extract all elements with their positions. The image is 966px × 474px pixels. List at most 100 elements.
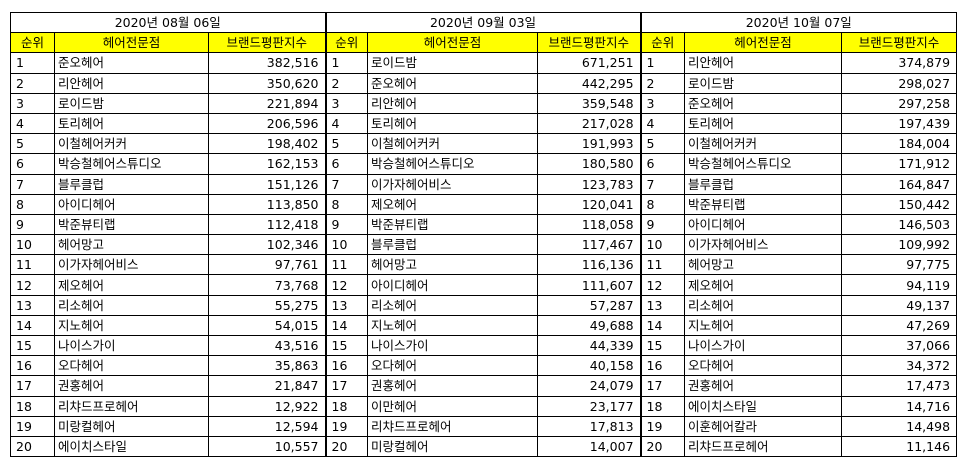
rank-cell: 11 xyxy=(10,254,55,276)
index-value-cell: 109,992 xyxy=(841,234,958,256)
table-row: 13 리소헤어 55,275 13 리소헤어 57,287 13 리소헤어 49,137 xyxy=(10,294,958,316)
shop-name-cell: 박준뷰티랩 xyxy=(54,213,209,236)
index-value-cell: 198,402 xyxy=(208,133,326,155)
index-value-cell: 113,850 xyxy=(208,193,326,215)
rank-cell: 19 xyxy=(324,415,368,437)
rank-cell: 4 xyxy=(10,112,55,135)
rank-cell: 18 xyxy=(324,395,368,417)
shop-name-cell: 리챠드프로헤어 xyxy=(54,395,209,417)
rank-header: 순위 xyxy=(324,32,368,54)
shop-name-cell: 블루클럽 xyxy=(684,173,843,195)
ranking-table: 2020년 08월 06일 2020년 09월 03일 2020년 10월 07… xyxy=(10,11,958,458)
rank-cell: 1 xyxy=(10,52,55,74)
shop-name-cell: 지노헤어 xyxy=(684,314,843,337)
index-value-cell: 359,548 xyxy=(536,92,642,114)
rank-cell: 20 xyxy=(639,435,686,458)
rank-cell: 7 xyxy=(324,173,368,195)
index-value-cell: 221,894 xyxy=(208,92,326,114)
shop-name-cell: 이훈헤어칼라 xyxy=(684,415,843,437)
rank-cell: 3 xyxy=(639,92,686,114)
rank-cell: 19 xyxy=(639,415,686,437)
rank-cell: 18 xyxy=(10,395,55,417)
shop-name-cell: 리챠드프로헤어 xyxy=(367,415,538,437)
shop-name-cell: 나이스가이 xyxy=(367,334,538,357)
rank-cell: 9 xyxy=(10,213,55,236)
rank-cell: 20 xyxy=(324,435,368,458)
shop-header: 헤어전문점 xyxy=(367,32,538,54)
table-row: 11 이가자헤어비스 97,761 11 헤어망고 116,136 11 헤어망고 97,775 xyxy=(10,254,958,276)
index-value-cell: 350,620 xyxy=(208,72,326,94)
rank-cell: 14 xyxy=(10,314,55,337)
date-row: 2020년 08월 06일 2020년 09월 03일 2020년 10월 07… xyxy=(10,11,958,34)
index-value-cell: 102,346 xyxy=(208,234,326,256)
shop-header: 헤어전문점 xyxy=(54,32,209,54)
shop-name-cell: 블루클럽 xyxy=(367,234,538,256)
index-value-cell: 17,813 xyxy=(536,415,642,437)
rank-cell: 1 xyxy=(639,52,686,74)
shop-name-cell: 헤어망고 xyxy=(684,254,843,276)
shop-name-cell: 제오헤어 xyxy=(684,274,843,296)
shop-name-cell: 지노헤어 xyxy=(367,314,538,337)
shop-name-cell: 이철헤어커커 xyxy=(684,133,843,155)
shop-name-cell: 박준뷰티랩 xyxy=(367,213,538,236)
shop-name-cell: 권홍헤어 xyxy=(367,375,538,397)
shop-name-cell: 블루클럽 xyxy=(54,173,209,195)
index-value-cell: 10,557 xyxy=(208,435,326,458)
index-value-cell: 442,295 xyxy=(536,72,642,94)
index-value-cell: 12,594 xyxy=(208,415,326,437)
table-row: 3 로이드밤 221,894 3 리안헤어 359,548 3 준오헤어 297,258 xyxy=(10,92,958,114)
rank-cell: 6 xyxy=(324,153,368,175)
rank-cell: 8 xyxy=(639,193,686,215)
table-row: 4 토리헤어 206,596 4 토리헤어 217,028 4 토리헤어 197,439 xyxy=(10,112,958,135)
index-value-cell: 146,503 xyxy=(841,213,958,236)
rank-cell: 2 xyxy=(639,72,686,94)
shop-name-cell: 박승철헤어스튜디오 xyxy=(367,153,538,175)
rank-header: 순위 xyxy=(639,32,686,54)
shop-name-cell: 지노헤어 xyxy=(54,314,209,337)
index-value-cell: 382,516 xyxy=(208,52,326,74)
rank-cell: 16 xyxy=(324,355,368,377)
index-value-cell: 123,783 xyxy=(536,173,642,195)
index-value-cell: 43,516 xyxy=(208,334,326,357)
period-date: 2020년 08월 06일 xyxy=(10,11,326,34)
rank-cell: 6 xyxy=(639,153,686,175)
table-row: 5 이철헤어커커 198,402 5 이철헤어커커 191,993 5 이철헤어커커 184,0… xyxy=(10,133,958,155)
index-value-cell: 37,066 xyxy=(841,334,958,357)
index-header: 브랜드평판지수 xyxy=(208,32,326,54)
table-row: 14 지노헤어 54,015 14 지노헤어 49,688 14 지노헤어 47,269 xyxy=(10,314,958,337)
index-value-cell: 151,126 xyxy=(208,173,326,195)
shop-name-cell: 오다헤어 xyxy=(684,355,843,377)
index-value-cell: 21,847 xyxy=(208,375,326,397)
rank-cell: 10 xyxy=(639,234,686,256)
index-header: 브랜드평판지수 xyxy=(536,32,642,54)
index-value-cell: 97,761 xyxy=(208,254,326,276)
index-value-cell: 374,879 xyxy=(841,52,958,74)
rank-cell: 17 xyxy=(324,375,368,397)
shop-name-cell: 로이드밤 xyxy=(684,72,843,94)
shop-header: 헤어전문점 xyxy=(684,32,843,54)
rank-cell: 1 xyxy=(324,52,368,74)
shop-name-cell: 박승철헤어스튜디오 xyxy=(54,153,209,175)
rank-cell: 18 xyxy=(639,395,686,417)
rank-cell: 6 xyxy=(10,153,55,175)
rank-header: 순위 xyxy=(10,32,55,54)
rank-cell: 10 xyxy=(324,234,368,256)
index-value-cell: 49,688 xyxy=(536,314,642,337)
rank-cell: 4 xyxy=(324,112,368,135)
rank-cell: 8 xyxy=(10,193,55,215)
index-value-cell: 117,467 xyxy=(536,234,642,256)
index-value-cell: 12,922 xyxy=(208,395,326,417)
rank-cell: 16 xyxy=(639,355,686,377)
shop-name-cell: 아이디헤어 xyxy=(684,213,843,236)
shop-name-cell: 오다헤어 xyxy=(54,355,209,377)
shop-name-cell: 헤어망고 xyxy=(367,254,538,276)
rank-cell: 17 xyxy=(10,375,55,397)
index-value-cell: 14,716 xyxy=(841,395,958,417)
rank-cell: 8 xyxy=(324,193,368,215)
index-value-cell: 54,015 xyxy=(208,314,326,337)
period-date: 2020년 10월 07일 xyxy=(639,11,958,34)
index-header: 브랜드평판지수 xyxy=(841,32,958,54)
rank-cell: 11 xyxy=(639,254,686,276)
rank-cell: 7 xyxy=(639,173,686,195)
index-value-cell: 94,119 xyxy=(841,274,958,296)
